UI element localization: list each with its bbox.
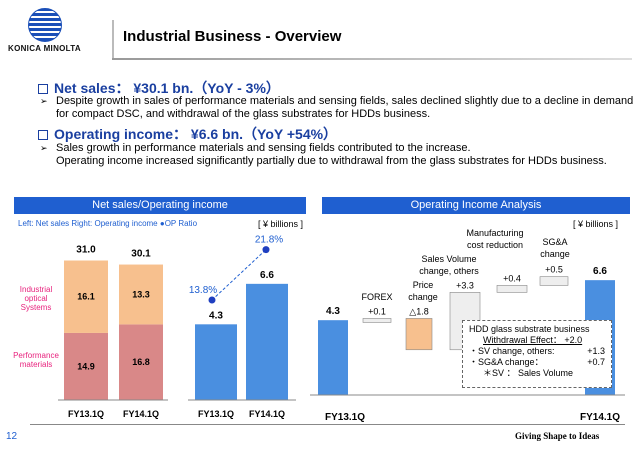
net-sales-heading-text: Net sales： ¥30.1 bn.（YoY - 3%）: [54, 80, 280, 96]
legend-text: Left: Net sales Right: Operating income: [18, 219, 158, 228]
waterfall-step-value: +0.5: [545, 265, 563, 275]
waterfall-step-value: +3.3: [456, 280, 474, 290]
waterfall-bar: [318, 320, 348, 395]
hdd-box-line2-val: +1.3: [587, 346, 605, 356]
x-tick-label: FY13.1Q: [198, 409, 234, 419]
footer-divider: [30, 424, 625, 425]
x-tick-label: FY14.1Q: [580, 412, 620, 423]
hdd-info-box: HDD glass substrate business Withdrawal …: [462, 320, 612, 388]
hdd-box-line3-val: +0.7: [587, 357, 605, 367]
op-ratio-label: 21.8%: [255, 235, 283, 246]
label-industrial: Industrial optical Systems: [19, 285, 53, 312]
op-ratio-label: 13.8%: [189, 285, 217, 296]
stacked-bar-performance: [64, 332, 108, 400]
op-income-bar: [246, 283, 288, 400]
hdd-box-line2-label: ・SV change, others:: [469, 346, 555, 356]
waterfall-bar: [496, 285, 528, 293]
globe-logo-icon: [28, 8, 62, 42]
waterfall-total-label: 6.6: [593, 266, 607, 277]
x-tick-label: FY14.1Q: [123, 409, 159, 419]
waterfall-total-label: 4.3: [326, 306, 340, 317]
stacked-bar-industrial: [119, 264, 163, 325]
slide-title: Industrial Business - Overview: [123, 28, 342, 45]
waterfall-step-label: Price: [413, 280, 434, 290]
square-bullet-icon: [38, 84, 48, 94]
left-panel-header: Net sales/Operating income: [14, 197, 306, 214]
waterfall-bar: [405, 318, 433, 351]
title-underline: [112, 58, 632, 60]
op-ratio-line: [211, 249, 267, 301]
op-ratio-point: [262, 246, 270, 254]
page-number: 12: [6, 431, 18, 442]
waterfall-step-label: Sales Volume: [421, 254, 476, 264]
stacked-bar-value-label: 13.3: [132, 289, 150, 299]
arrow-bullet-icon: ➢: [40, 143, 48, 153]
net-sales-heading: Net sales： ¥30.1 bn.（YoY - 3%）: [38, 78, 280, 98]
square-bullet-icon: [38, 130, 48, 140]
stacked-bar-value-label: 14.9: [77, 361, 95, 371]
op-income-value-label: 4.3: [209, 310, 223, 321]
legend-op-ratio: OP Ratio: [164, 219, 198, 228]
net-sales-bullet-text: Despite growth in sales of performance m…: [56, 95, 634, 120]
op-ratio-point: [208, 296, 216, 304]
waterfall-step-label: Manufacturing: [466, 228, 523, 238]
operating-income-heading: Operating income： ¥6.6 bn.（YoY +54%）: [38, 124, 337, 144]
op-bullet-line2: Operating income increased significantly…: [56, 155, 607, 167]
logo-text: KONICA MINOLTA: [8, 44, 81, 53]
stacked-bar-value-label: 16.1: [77, 292, 95, 302]
waterfall-step-label: FOREX: [361, 292, 392, 302]
hdd-box-line3-label: ・SG&A change：: [469, 357, 544, 367]
waterfall-bar: [539, 276, 569, 286]
operating-income-heading-text: Operating income： ¥6.6 bn.（YoY +54%）: [54, 126, 338, 142]
op-income-value-label: 6.6: [260, 270, 274, 281]
op-income-bar: [195, 324, 237, 400]
footer-tagline: Giving Shape to Ideas: [515, 431, 600, 441]
waterfall-step-value: +0.4: [503, 273, 521, 283]
waterfall-step-label: change: [540, 249, 570, 259]
stacked-bar-industrial: [64, 260, 108, 333]
waterfall-step-label: cost reduction: [467, 240, 523, 250]
waterfall-step-label: SG&A: [542, 237, 567, 247]
waterfall-step-label: change, others: [419, 266, 479, 276]
waterfall-bar: [362, 318, 392, 323]
hdd-box-line4: ＊SV ： Sales Volume: [483, 368, 574, 378]
hdd-box-line1: Withdrawal Effect： +2.0: [483, 335, 583, 345]
left-legend: Left: Net sales Right: Operating income …: [18, 219, 197, 228]
stacked-total-label: 30.1: [131, 249, 151, 260]
stacked-bar-performance: [119, 324, 163, 400]
net-sales-bullet: ➢ Despite growth in sales of performance …: [40, 95, 636, 121]
title-divider: [112, 20, 114, 58]
arrow-bullet-icon: ➢: [40, 96, 48, 106]
hdd-box-title: HDD glass substrate business: [469, 324, 590, 334]
operating-income-bullet: ➢ Sales growth in performance materials a…: [40, 142, 631, 168]
x-tick-label: FY13.1Q: [68, 409, 104, 419]
label-performance: Performance materials: [13, 351, 59, 369]
right-panel-header: Operating Income Analysis: [322, 197, 630, 214]
x-tick-label: FY13.1Q: [325, 412, 365, 423]
left-unit: [ ¥ billions ]: [258, 219, 304, 229]
stacked-total-label: 31.0: [76, 245, 96, 256]
x-tick-label: FY14.1Q: [249, 409, 285, 419]
op-ratio-dot-icon: ●: [159, 219, 165, 228]
right-unit: [ ¥ billions ]: [573, 219, 619, 229]
waterfall-step-value: +0.1: [368, 306, 386, 316]
waterfall-step-label: change: [408, 292, 438, 302]
waterfall-step-value: △1.8: [409, 306, 428, 316]
stacked-bar-value-label: 16.8: [132, 357, 150, 367]
op-bullet-line1: Sales growth in performance materials an…: [56, 142, 471, 154]
